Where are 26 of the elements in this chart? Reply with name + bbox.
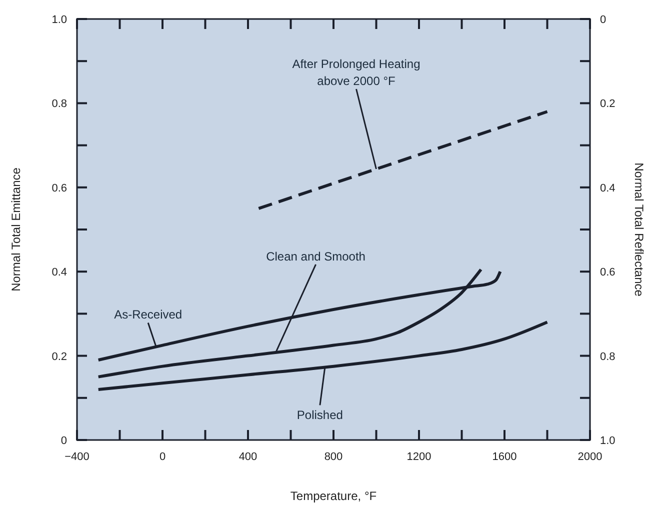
x-axis-title: Temperature, °F (290, 489, 377, 503)
x-tick-label: 1600 (492, 451, 517, 463)
y2-tick-label: 0 (600, 14, 606, 26)
y2-tick-label: 0.6 (600, 266, 616, 279)
y-tick-label: 0.8 (52, 98, 67, 110)
y2-axis-title: Normal Total Reflectance (632, 162, 646, 297)
y-axis-title: Normal Total Emittance (9, 167, 23, 292)
y-tick-label: 0.4 (52, 266, 67, 279)
y2-tick-label: 0.8 (600, 350, 616, 363)
y-tick-label: 0.2 (52, 350, 67, 363)
x-tick-label: −400 (64, 451, 90, 463)
y2-tick-label: 0.2 (600, 98, 616, 110)
x-tick-label: 400 (238, 451, 258, 463)
y2-tick-label: 1.0 (600, 435, 616, 447)
y2-tick-label: 0.4 (600, 182, 616, 194)
series-label: As-Received (114, 308, 182, 322)
y-tick-label: 1.0 (52, 14, 67, 26)
x-tick-label: 800 (324, 451, 343, 463)
x-tick-label: 0 (159, 451, 166, 463)
x-tick-label: 2000 (578, 451, 602, 463)
y-tick-label: 0.6 (52, 182, 67, 194)
x-tick-label: 1200 (406, 451, 432, 463)
y-tick-label: 0 (60, 435, 67, 447)
text: After Prolonged Heating above 2000 °F (292, 57, 420, 88)
text: Polished (296, 408, 343, 422)
text: Clean and Smooth (266, 249, 366, 264)
